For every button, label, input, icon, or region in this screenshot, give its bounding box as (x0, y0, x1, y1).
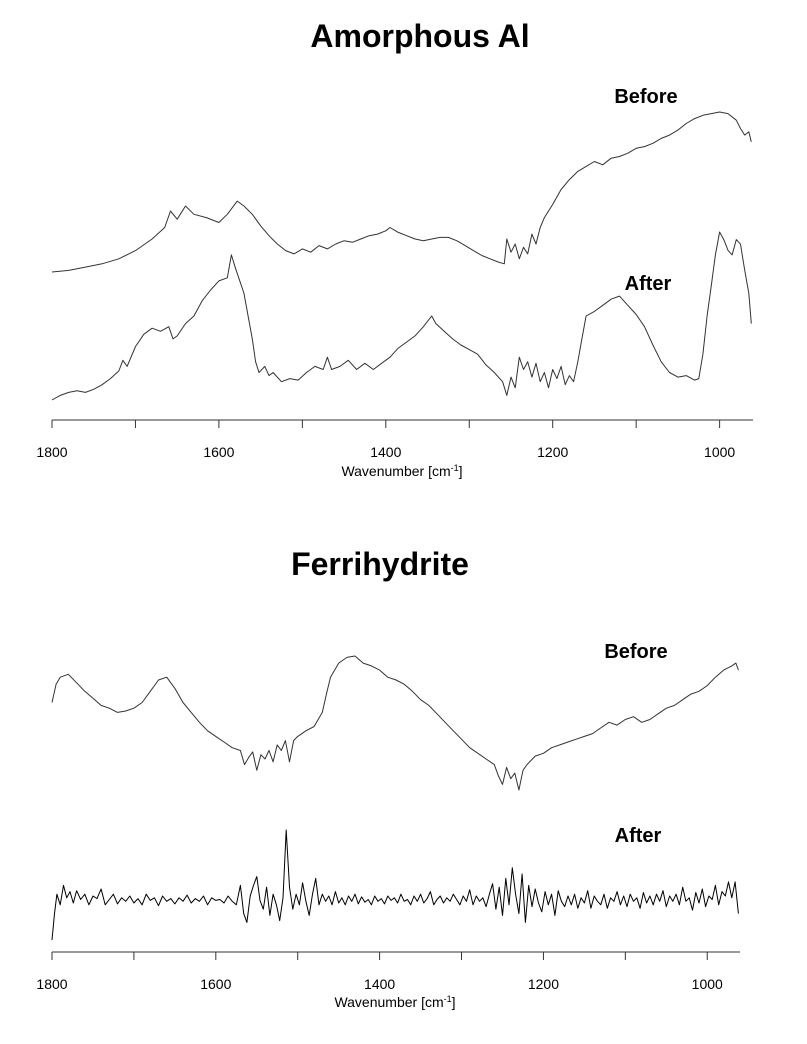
x-tick-label: 1000 (692, 976, 723, 992)
series-line-before (51, 111, 752, 273)
x-axis-label: Wavenumber [cm-1] (341, 463, 462, 479)
x-tick-label: 1400 (370, 444, 401, 460)
x-tick-label: 1800 (36, 444, 67, 460)
series-label-after: After (625, 273, 672, 295)
series-label-after: After (615, 825, 662, 847)
series-before (51, 111, 752, 273)
x-tick-label: 1600 (200, 976, 231, 992)
x-tick-label: 1000 (704, 444, 735, 460)
series-after (51, 231, 752, 401)
x-tick-label: 1200 (528, 976, 559, 992)
series-after (51, 829, 739, 941)
panel-title: Ferrihydrite (291, 546, 469, 582)
series-label-before: Before (614, 86, 677, 108)
x-axis: 1800 1600 1400 1200 1000 (36, 419, 753, 460)
series-line-after (51, 829, 739, 941)
panel-ferrihydrite: Ferrihydrite Before After 1800 1600 1400 12… (36, 546, 740, 1010)
x-tick-label: 1800 (36, 976, 67, 992)
series-line-after (51, 231, 752, 401)
x-tick-label: 1400 (364, 976, 395, 992)
panel-title: Amorphous Al (310, 18, 529, 54)
x-axis: 1800 1600 1400 1200 1000 (36, 951, 740, 992)
panel-amorphous-al: Amorphous Al Before After 1800 1600 1400 12… (36, 18, 753, 479)
series-line-before (51, 655, 739, 791)
series-before (51, 655, 739, 791)
x-tick-label: 1200 (537, 444, 568, 460)
x-tick-label: 1600 (203, 444, 234, 460)
x-axis-label: Wavenumber [cm-1] (334, 994, 455, 1010)
series-label-before: Before (604, 641, 667, 663)
